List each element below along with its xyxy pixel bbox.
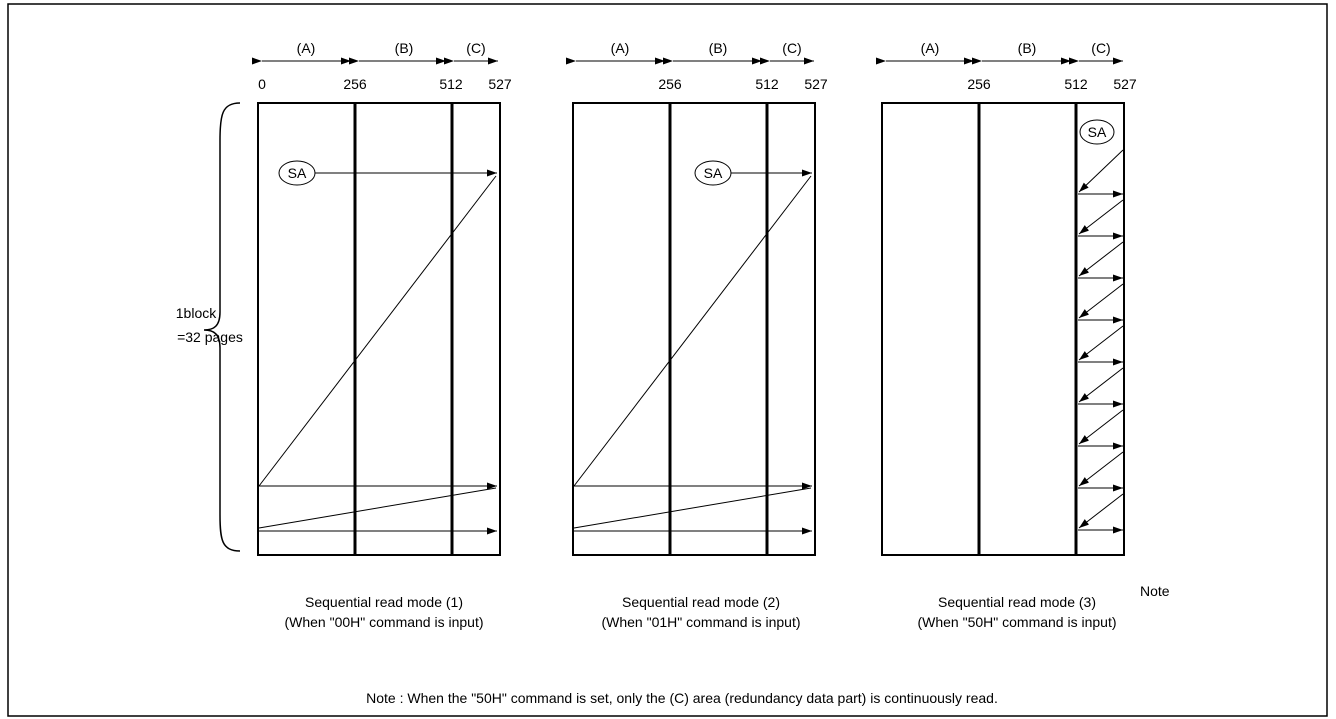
region-a-label: (A) xyxy=(611,40,630,56)
tick-256: 256 xyxy=(967,76,991,92)
start-address-marker xyxy=(1079,119,1115,145)
region-a-label: (A) xyxy=(297,40,316,56)
start-address-label: SA xyxy=(704,165,723,181)
figure-frame xyxy=(7,3,1328,717)
tick-527: 527 xyxy=(1113,76,1137,92)
region-c-label: (C) xyxy=(1091,40,1110,56)
wrap-line xyxy=(573,175,812,487)
page-block xyxy=(881,102,1125,556)
wrap-line xyxy=(573,487,812,529)
tick-527: 527 xyxy=(488,76,512,92)
tick-256: 256 xyxy=(658,76,682,92)
caption-command: (When "50H" command is input) xyxy=(917,614,1116,630)
diagram-mode-2: (A) (B) (C) 256 512 527 SA Sequential re… xyxy=(566,40,828,630)
region-a-label: (A) xyxy=(921,40,940,56)
wrap-arrow xyxy=(1078,149,1124,193)
caption-title: Sequential read mode (2) xyxy=(622,594,780,610)
tick-256: 256 xyxy=(343,76,367,92)
wrap-arrow xyxy=(1078,199,1124,235)
block-brace xyxy=(203,102,241,552)
caption-command: (When "00H" command is input) xyxy=(284,614,483,630)
wrap-line xyxy=(258,487,497,529)
wrap-arrow xyxy=(1078,409,1124,445)
caption-title: Sequential read mode (3) xyxy=(938,594,1096,610)
block-label-line1: 1block xyxy=(176,305,217,321)
redundancy-read-path xyxy=(1078,149,1124,534)
footnote: Note : When the "50H" command is set, on… xyxy=(366,690,998,706)
page-block xyxy=(572,102,816,556)
region-b-label: (B) xyxy=(1018,40,1037,56)
tick-512: 512 xyxy=(439,76,463,92)
tick-527: 527 xyxy=(804,76,828,92)
start-address-label: SA xyxy=(288,165,307,181)
wrap-arrow xyxy=(1078,367,1124,403)
diagram-mode-3: (A) (B) (C) 256 512 527 SA Sequential re… xyxy=(876,40,1170,630)
caption-title: Sequential read mode (1) xyxy=(305,594,463,610)
diagram-mode-1: (A) (B) (C) 0 256 512 527 SA Sequential … xyxy=(252,40,512,630)
tick-0: 0 xyxy=(258,76,266,92)
region-c-label: (C) xyxy=(782,40,801,56)
block-label-line2: =32 pages xyxy=(177,329,243,345)
tick-512: 512 xyxy=(1064,76,1088,92)
region-c-label: (C) xyxy=(466,40,485,56)
tick-512: 512 xyxy=(755,76,779,92)
caption-command: (When "01H" command is input) xyxy=(601,614,800,630)
wrap-arrow xyxy=(1078,451,1124,487)
wrap-arrow xyxy=(1078,493,1124,529)
wrap-line xyxy=(258,175,497,487)
wrap-arrow xyxy=(1078,241,1124,277)
region-b-label: (B) xyxy=(709,40,728,56)
caption-note-superscript: Note xyxy=(1140,583,1170,599)
wrap-arrow xyxy=(1078,325,1124,361)
region-b-label: (B) xyxy=(395,40,414,56)
wrap-arrow xyxy=(1078,283,1124,319)
start-address-label: SA xyxy=(1088,124,1107,140)
page-block xyxy=(257,102,501,556)
